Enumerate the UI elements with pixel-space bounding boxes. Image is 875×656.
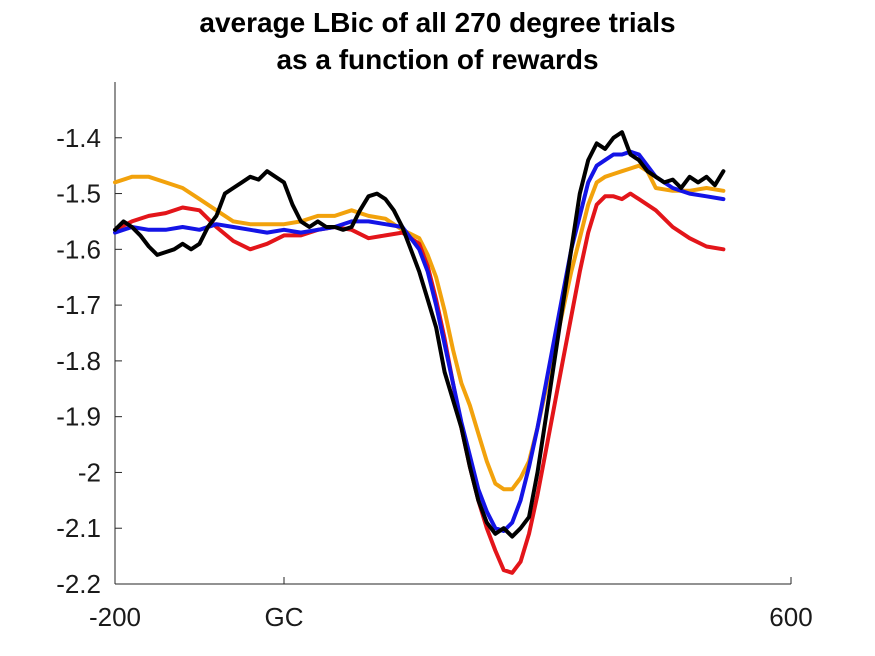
y-tick-label: -2.1 bbox=[56, 513, 101, 543]
series-line-2 bbox=[113, 149, 726, 533]
x-tick-label: -200 bbox=[89, 602, 141, 632]
y-tick-label: -1.6 bbox=[56, 234, 101, 264]
y-tick-label: -2 bbox=[78, 457, 101, 487]
y-tick-label: -1.7 bbox=[56, 290, 101, 320]
y-tick-label: -2.2 bbox=[56, 569, 101, 599]
series-line-0 bbox=[113, 163, 726, 492]
axes: -1.4 -1.5 -1.6 -1.7 -1.8 -1.9 -2 -2.1 -2.2-200 GC… bbox=[56, 82, 813, 632]
y-tick-label: -1.5 bbox=[56, 179, 101, 209]
chart-title-line-1: average LBic of all 270 degree trials bbox=[199, 7, 676, 38]
series-layer bbox=[113, 130, 726, 575]
chart-title-line-2: as a function of rewards bbox=[276, 44, 599, 75]
x-tick-label: 600 bbox=[769, 602, 812, 632]
series-line-3 bbox=[113, 130, 726, 539]
y-tick-label: -1.9 bbox=[56, 402, 101, 432]
y-tick-label: -1.8 bbox=[56, 346, 101, 376]
x-tick-label: GC bbox=[265, 602, 304, 632]
y-tick-label: -1.4 bbox=[56, 123, 101, 153]
